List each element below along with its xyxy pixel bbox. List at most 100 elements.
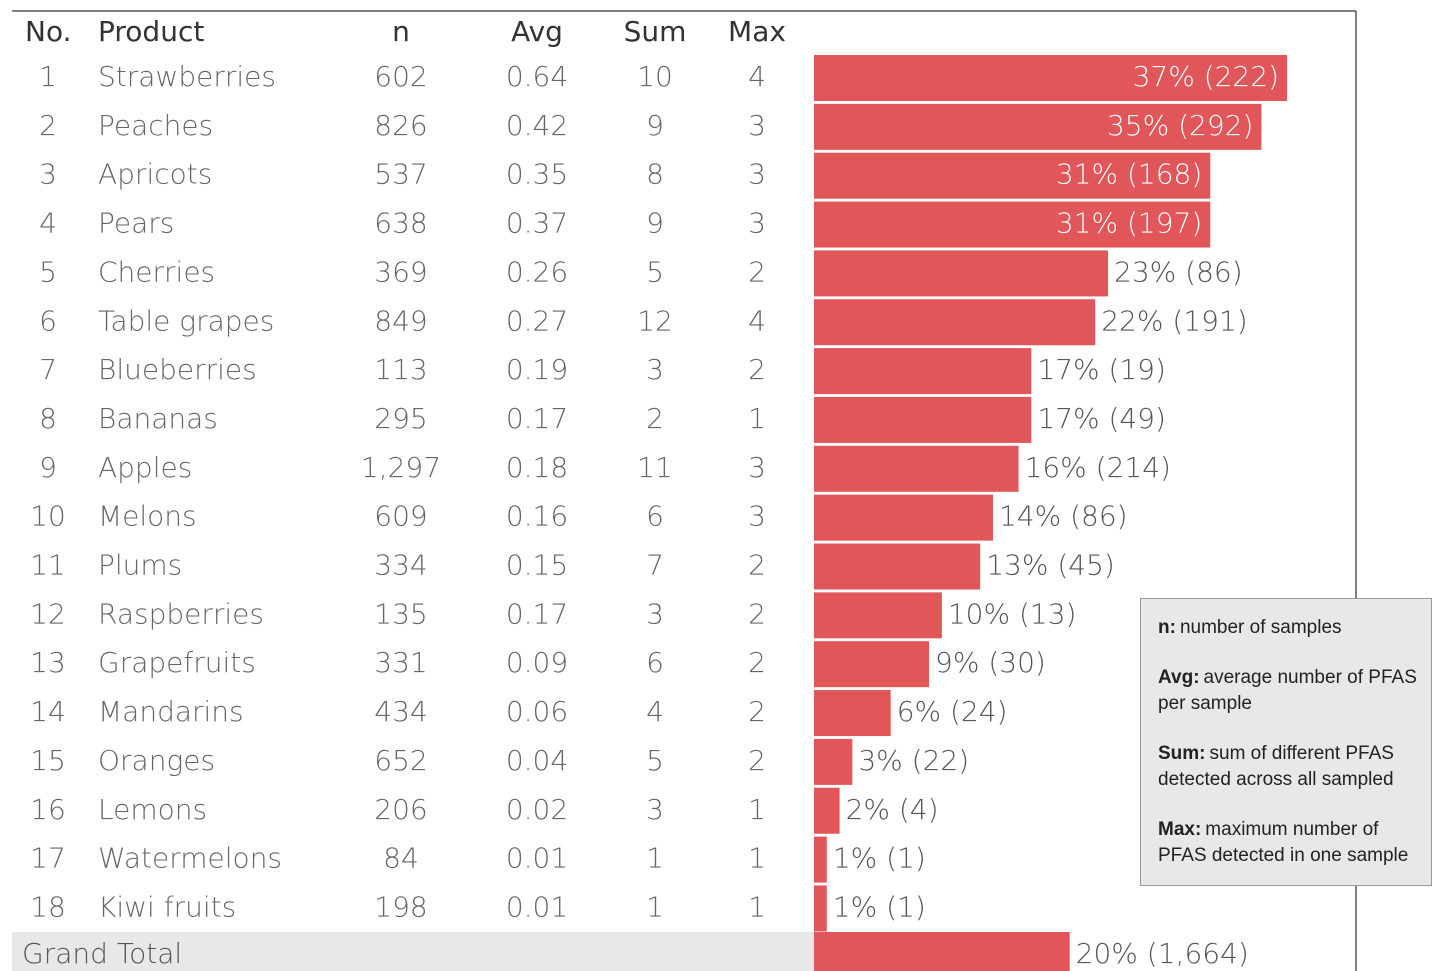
cell: 3	[748, 109, 766, 142]
cell: 10	[637, 60, 673, 93]
bar-label: 31% (168)	[1056, 158, 1202, 191]
cell: 0.04	[506, 744, 568, 777]
cell: 0.27	[506, 304, 568, 337]
cell: 609	[374, 500, 427, 533]
bar-label: 20% (1,664)	[1076, 937, 1249, 970]
cell: 9	[646, 207, 664, 240]
cell: 0.02	[506, 793, 568, 826]
note-text: sum of different PFAS detected across al…	[1158, 743, 1394, 790]
cell: 135	[374, 597, 427, 630]
cell: 12	[30, 597, 66, 630]
bar	[814, 690, 891, 737]
cell: 9	[646, 109, 664, 142]
total-row-bg	[12, 932, 814, 971]
cell: 1	[748, 842, 766, 875]
bar	[814, 348, 1032, 395]
bar	[814, 836, 827, 883]
cell: 0.16	[506, 500, 568, 533]
cell: 5	[646, 255, 664, 288]
cell: 652	[374, 744, 427, 777]
cell: 6	[646, 500, 664, 533]
column-header: Max	[728, 15, 786, 48]
bar-label: 1% (1)	[833, 890, 926, 923]
cell: 1	[748, 402, 766, 435]
cell: 3	[748, 500, 766, 533]
column-header: Sum	[624, 15, 687, 48]
cell: 6	[646, 646, 664, 679]
cell: Watermelons	[98, 842, 282, 875]
note-term: Avg:	[1158, 667, 1200, 688]
cell: Blueberries	[98, 353, 257, 386]
cell: 369	[374, 255, 427, 288]
bar	[814, 103, 1262, 150]
cell: 2	[748, 597, 766, 630]
note: Max: maximum number of PFAS detected in o…	[1158, 817, 1421, 869]
cell: 2	[748, 646, 766, 679]
bar	[814, 787, 840, 834]
note: Sum: sum of different PFAS detected acros…	[1158, 741, 1421, 793]
cell: 8	[646, 158, 664, 191]
cell: Apples	[98, 451, 192, 484]
cell: 0.42	[506, 109, 568, 142]
cell: 13	[30, 646, 66, 679]
bar	[814, 494, 993, 541]
bar-label: 17% (19)	[1037, 353, 1166, 386]
cell: 0.37	[506, 207, 568, 240]
bar	[814, 641, 930, 688]
cell: Plums	[98, 549, 182, 582]
bar-label: 37% (222)	[1133, 60, 1279, 93]
cell: Pears	[98, 207, 174, 240]
cell: Peaches	[98, 109, 213, 142]
cell: 537	[374, 158, 427, 191]
cell: 5	[646, 744, 664, 777]
cell: 849	[374, 304, 427, 337]
note-term: Max:	[1158, 819, 1202, 840]
cell: 0.06	[506, 695, 568, 728]
cell: 8	[39, 402, 57, 435]
cell: 0.18	[506, 451, 568, 484]
cell: Strawberries	[98, 60, 276, 93]
note-term: n:	[1158, 617, 1176, 638]
cell: Bananas	[98, 402, 218, 435]
cell: Apricots	[98, 158, 212, 191]
bar-label: 31% (197)	[1056, 207, 1202, 240]
bar	[814, 932, 1070, 971]
cell: 3	[748, 207, 766, 240]
cell: 295	[374, 402, 427, 435]
column-header: Product	[98, 15, 204, 48]
cell: 7	[39, 353, 57, 386]
note-text: number of samples	[1179, 617, 1342, 638]
bar-label: 35% (292)	[1107, 109, 1253, 142]
cell: 3	[39, 158, 57, 191]
cell: 3	[646, 793, 664, 826]
cell: 2	[748, 744, 766, 777]
note-text: average number of PFAS per sample	[1158, 667, 1417, 714]
cell: 1,297	[361, 451, 441, 484]
note-text: maximum number of PFAS detected in one s…	[1158, 819, 1409, 866]
cell: 826	[374, 109, 427, 142]
bar-label: 17% (49)	[1037, 402, 1166, 435]
cell: 18	[30, 890, 66, 923]
cell: 206	[374, 793, 427, 826]
cell: 0.35	[506, 158, 568, 191]
bar	[814, 201, 1211, 248]
cell: 602	[374, 60, 427, 93]
cell: 0.01	[506, 890, 568, 923]
cell: 2	[748, 255, 766, 288]
bar-label: 22% (191)	[1101, 304, 1247, 337]
cell: 11	[30, 549, 66, 582]
cell: 638	[374, 207, 427, 240]
bar	[814, 250, 1109, 297]
cell: 9	[39, 451, 57, 484]
note: Avg: average number of PFAS per sample	[1158, 665, 1421, 717]
cell: 5	[39, 255, 57, 288]
bar-label: 2% (4)	[846, 793, 939, 826]
cell: Oranges	[98, 744, 215, 777]
bar-label: 13% (45)	[986, 549, 1115, 582]
bar	[814, 885, 827, 932]
cell: 0.17	[506, 402, 568, 435]
cell: Raspberries	[98, 597, 264, 630]
cell: 11	[637, 451, 673, 484]
cell: 10	[30, 500, 66, 533]
cell: 3	[646, 597, 664, 630]
